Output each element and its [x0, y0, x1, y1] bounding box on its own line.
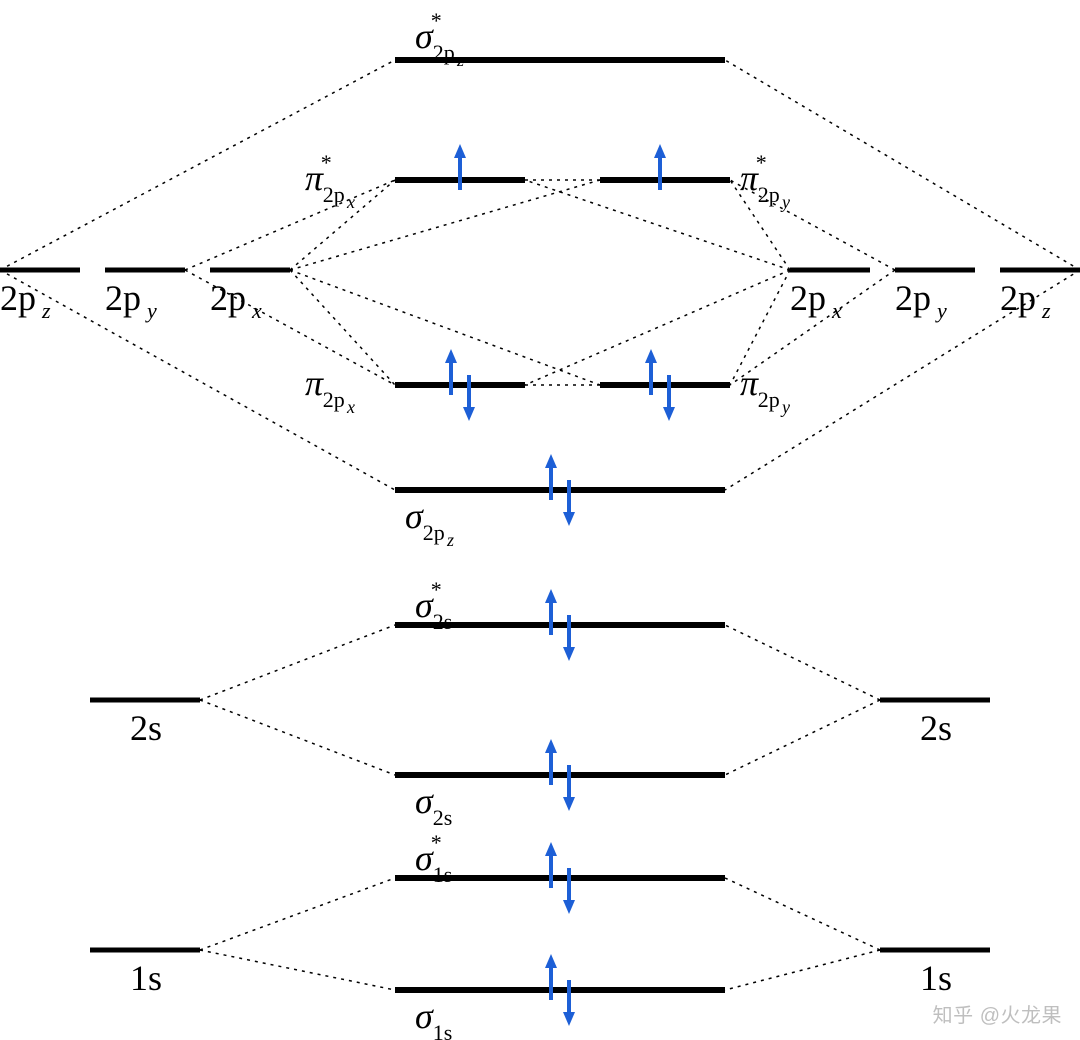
svg-text:2p: 2p [323, 387, 345, 412]
d [730, 270, 790, 385]
svg-text:1s: 1s [433, 1020, 453, 1040]
svg-text:2p: 2p [423, 520, 445, 545]
svg-text:2s: 2s [433, 609, 453, 634]
d-1s-l-a [200, 878, 395, 950]
label-2s-right: 2s [920, 708, 952, 748]
svg-text:π: π [305, 363, 324, 403]
svg-text:*: * [431, 8, 442, 33]
svg-text:2p: 2p [758, 182, 780, 207]
svg-text:y: y [145, 298, 157, 323]
d [0, 270, 395, 490]
d-2s-l-b [200, 700, 395, 775]
svg-text:2p: 2p [323, 182, 345, 207]
label-2py-L: 2p [105, 278, 141, 318]
d-1s-r-b [725, 950, 880, 990]
label-sigma-2s: σ2s [415, 781, 452, 830]
svg-text:2s: 2s [130, 708, 162, 748]
label-2px-R: 2p [790, 278, 826, 318]
svg-text:π: π [740, 363, 759, 403]
watermark: 知乎 @火龙果 [933, 999, 1062, 1028]
svg-text:x: x [251, 298, 262, 323]
svg-text:2p: 2p [790, 278, 826, 318]
label-sigma-2pz: σ2pz [405, 496, 454, 550]
label-sigma-1s: σ1s [415, 996, 452, 1040]
svg-text:z: z [41, 298, 51, 323]
label-pi-2py: π2py [740, 363, 790, 417]
d [185, 180, 395, 270]
label-pistar-2py: π*2py [740, 150, 790, 212]
d [0, 60, 395, 270]
svg-text:2p: 2p [210, 278, 246, 318]
d-2s-r-a [725, 625, 880, 700]
svg-text:*: * [431, 577, 442, 602]
d-2s-r-b [725, 700, 880, 775]
svg-text:σ: σ [415, 781, 434, 821]
svg-text:z: z [456, 50, 464, 70]
svg-text:y: y [780, 192, 790, 212]
svg-text:*: * [321, 150, 332, 175]
svg-text:σ: σ [405, 496, 424, 536]
svg-text:z: z [446, 530, 454, 550]
svg-text:2p: 2p [105, 278, 141, 318]
svg-text:2p: 2p [433, 40, 455, 65]
label-2s-left: 2s [130, 708, 162, 748]
label-pi-2px: π2px [305, 363, 355, 417]
label-2pz-L: 2p [0, 278, 36, 318]
svg-text:y: y [780, 397, 790, 417]
d-1s-l-b [200, 950, 395, 990]
label-2py-R: 2p [895, 278, 931, 318]
svg-text:1s: 1s [130, 958, 162, 998]
svg-text:*: * [756, 150, 767, 175]
svg-text:2p: 2p [895, 278, 931, 318]
svg-text:x: x [346, 397, 355, 417]
svg-text:2p: 2p [1000, 278, 1036, 318]
d-1s-r-a [725, 878, 880, 950]
svg-text:2s: 2s [433, 805, 453, 830]
svg-text:*: * [431, 830, 442, 855]
label-2px-L: 2p [210, 278, 246, 318]
label-1s-right: 1s [920, 958, 952, 998]
d-2s-l-a [200, 625, 395, 700]
svg-text:z: z [1041, 298, 1051, 323]
svg-text:2p: 2p [758, 387, 780, 412]
label-2pz-R: 2p [1000, 278, 1036, 318]
svg-text:x: x [831, 298, 842, 323]
svg-text:2p: 2p [0, 278, 36, 318]
svg-text:x: x [346, 192, 355, 212]
label-pistar-2px: π*2px [305, 150, 355, 212]
svg-text:σ: σ [415, 996, 434, 1036]
svg-text:1s: 1s [920, 958, 952, 998]
svg-text:1s: 1s [433, 862, 453, 887]
svg-text:2s: 2s [920, 708, 952, 748]
d [725, 60, 1080, 270]
label-1s-left: 1s [130, 958, 162, 998]
svg-text:y: y [935, 298, 947, 323]
d [290, 270, 600, 385]
